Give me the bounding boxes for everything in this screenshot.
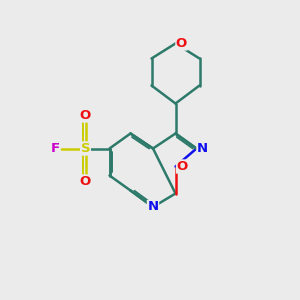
Text: O: O bbox=[80, 175, 91, 188]
Text: F: F bbox=[51, 142, 60, 155]
Text: N: N bbox=[147, 200, 159, 214]
Text: N: N bbox=[197, 142, 208, 155]
Text: S: S bbox=[81, 142, 90, 155]
Text: O: O bbox=[176, 160, 188, 173]
Text: O: O bbox=[80, 109, 91, 122]
Text: O: O bbox=[176, 37, 187, 50]
